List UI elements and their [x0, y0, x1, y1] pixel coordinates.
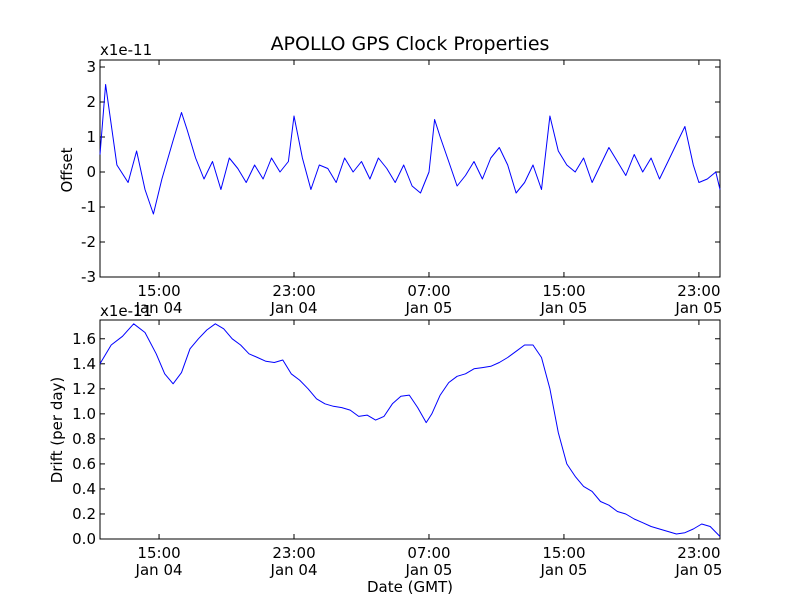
- panel-0-y-tick-label-6: 3: [86, 58, 96, 76]
- chart-title: APOLLO GPS Clock Properties: [271, 33, 550, 55]
- panel-0-y-tick-label-3: 0: [86, 163, 96, 181]
- panel-1-x-tick-time-0: 15:00: [137, 544, 180, 562]
- panel-1-x-tick-time-2: 07:00: [407, 544, 450, 562]
- panel-1-x-tick-date-4: Jan 05: [674, 561, 722, 579]
- panel-1-offset-text: x1e-11: [100, 302, 152, 320]
- panel-1-x-tick-date-0: Jan 04: [135, 561, 183, 579]
- panel-1-y-label: Drift (per day): [48, 377, 66, 484]
- panel-1-y-tick-label-0: 0.0: [72, 530, 96, 548]
- panel-0-y-tick-label-0: -3: [81, 268, 96, 286]
- panel-0-y-tick-label-2: -1: [81, 198, 96, 216]
- panel-0-y-label: Offset: [58, 147, 76, 192]
- panel-0-x-tick-time-0: 15:00: [137, 282, 180, 300]
- panel-0-x-tick-date-2: Jan 05: [404, 299, 452, 317]
- panel-1-y-tick-label-1: 0.2: [72, 505, 96, 523]
- panel-0-x-tick-time-3: 15:00: [542, 282, 585, 300]
- panel-1-frame: [99, 319, 721, 540]
- panel-0-x-tick-time-1: 23:00: [272, 282, 315, 300]
- panel-1-x-tick-time-1: 23:00: [272, 544, 315, 562]
- panel-1-x-tick-date-1: Jan 04: [270, 561, 318, 579]
- panel-1-y-tick-label-5: 1.0: [72, 405, 96, 423]
- panel-0-x-tick-time-2: 07:00: [407, 282, 450, 300]
- panel-0-x-tick-date-4: Jan 05: [674, 299, 722, 317]
- panel-0-x-tick-time-4: 23:00: [677, 282, 720, 300]
- panel-1-x-tick-date-3: Jan 05: [539, 561, 587, 579]
- panel-1-y-tick-label-2: 0.4: [72, 480, 96, 498]
- panel-0-y-tick-label-5: 2: [86, 93, 96, 111]
- panel-0-y-tick-label-4: 1: [86, 128, 96, 146]
- panel-1-x-tick-time-3: 15:00: [542, 544, 585, 562]
- panel-1-x-tick-date-2: Jan 05: [404, 561, 452, 579]
- panel-1-y-tick-label-6: 1.2: [72, 380, 96, 398]
- panel-0-y-tick-label-1: -2: [81, 233, 96, 251]
- x-axis-label: Date (GMT): [367, 578, 453, 596]
- panel-0-series-line: [99, 84, 721, 215]
- panel-0-frame: [99, 59, 721, 278]
- panel-1-y-tick-label-3: 0.6: [72, 455, 96, 473]
- panel-1-y-tick-label-7: 1.4: [72, 355, 96, 373]
- panel-1-x-tick-time-4: 23:00: [677, 544, 720, 562]
- panel-0-x-tick-date-1: Jan 04: [270, 299, 318, 317]
- panel-1-y-tick-label-8: 1.6: [72, 330, 96, 348]
- panel-0-offset-text: x1e-11: [100, 41, 152, 59]
- panel-1-y-tick-label-4: 0.8: [72, 430, 96, 448]
- panel-0-x-tick-date-3: Jan 05: [539, 299, 587, 317]
- panel-1-series-line: [99, 323, 721, 537]
- panel-0-x-tick-date-0: Jan 04: [135, 299, 183, 317]
